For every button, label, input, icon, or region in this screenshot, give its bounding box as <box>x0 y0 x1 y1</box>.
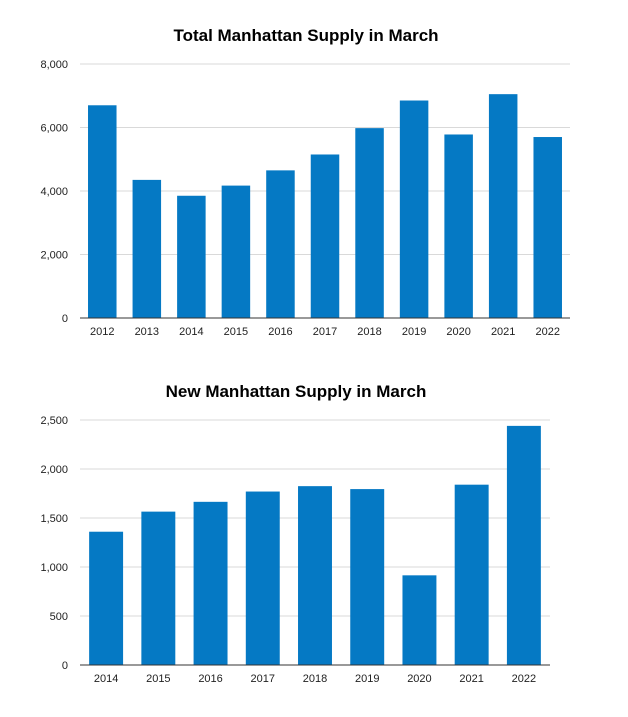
x-tick-label: 2017 <box>313 326 337 338</box>
x-tick-label: 2021 <box>491 326 515 338</box>
x-tick-label: 2016 <box>198 673 222 685</box>
x-tick-label: 2015 <box>146 673 170 685</box>
x-tick-label: 2020 <box>407 673 431 685</box>
x-tick-label: 2018 <box>303 673 327 685</box>
chart-title: Total Manhattan Supply in March <box>173 26 438 45</box>
y-tick-label: 1,500 <box>40 513 68 525</box>
bars <box>89 425 541 665</box>
bar-2018 <box>298 486 332 665</box>
bar-2020 <box>402 575 437 665</box>
bar-2016 <box>266 170 295 318</box>
x-tick-label: 2022 <box>512 673 536 685</box>
x-tick-label: 2013 <box>135 326 159 338</box>
new-supply-chart: New Manhattan Supply in March 0 500 1,000 1… <box>40 382 550 685</box>
y-tick-label: 2,000 <box>40 250 68 262</box>
x-axis-ticks: 2012 2013 2014 2015 2016 2017 2018 2019 2020 2021… <box>90 326 560 338</box>
x-tick-label: 2021 <box>459 673 483 685</box>
bar-2015 <box>141 511 176 665</box>
bar-2020 <box>444 134 473 318</box>
y-axis-ticks: 0 500 1,000 1,500 2,000 2,500 <box>40 415 68 672</box>
y-tick-label: 500 <box>50 611 68 623</box>
x-tick-label: 2014 <box>179 326 203 338</box>
x-tick-label: 2019 <box>355 673 379 685</box>
y-tick-label: 8,000 <box>40 59 68 71</box>
bar-2021 <box>454 484 489 665</box>
x-axis-ticks: 2014 2015 2016 2017 2018 2019 2020 2021 2022 <box>94 673 536 685</box>
y-tick-label: 2,500 <box>40 415 68 427</box>
bar-2021 <box>488 94 518 318</box>
x-tick-label: 2018 <box>357 326 381 338</box>
x-tick-label: 2016 <box>268 326 292 338</box>
bar-2014 <box>89 531 124 665</box>
y-tick-label: 0 <box>62 660 68 672</box>
x-tick-label: 2014 <box>94 673 118 685</box>
y-axis-ticks: 0 2,000 4,000 6,000 8,000 <box>40 59 68 325</box>
bars <box>88 94 562 319</box>
bar-2014 <box>177 195 206 318</box>
y-tick-label: 0 <box>62 313 68 325</box>
bar-2022 <box>506 425 541 665</box>
x-tick-label: 2015 <box>224 326 248 338</box>
bar-2017 <box>310 154 340 318</box>
total-supply-chart: Total Manhattan Supply in March 0 2,000 4,… <box>40 26 570 338</box>
x-tick-label: 2019 <box>402 326 426 338</box>
bar-2017 <box>245 491 280 665</box>
x-tick-label: 2017 <box>251 673 275 685</box>
y-tick-label: 4,000 <box>40 186 68 198</box>
bar-2016 <box>193 501 228 665</box>
bar-2018 <box>355 128 384 318</box>
bar-2019 <box>399 100 429 318</box>
y-tick-label: 1,000 <box>40 562 68 574</box>
x-tick-label: 2012 <box>90 326 114 338</box>
bar-2015 <box>221 185 251 318</box>
x-tick-label: 2020 <box>446 326 470 338</box>
y-tick-label: 2,000 <box>40 464 68 476</box>
bar-2012 <box>88 105 117 319</box>
bar-2019 <box>350 489 385 665</box>
x-tick-label: 2022 <box>535 326 559 338</box>
bar-2022 <box>533 137 562 318</box>
y-tick-label: 6,000 <box>40 123 68 135</box>
chart-title: New Manhattan Supply in March <box>166 382 427 401</box>
bar-2013 <box>132 179 162 318</box>
